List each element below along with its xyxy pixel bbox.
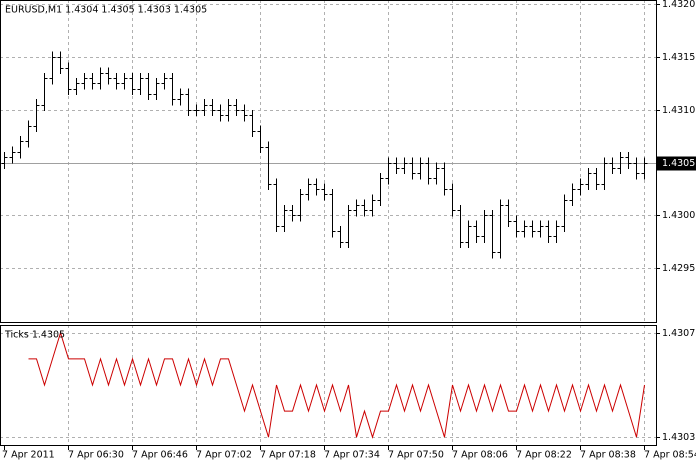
x-tick-label: 7 Apr 08:38 xyxy=(580,450,636,461)
y-tick-label: 1.4307 xyxy=(662,328,695,339)
indicator-title: Ticks 1.4305 xyxy=(4,330,65,341)
x-tick-label: 7 Apr 2011 xyxy=(2,450,55,461)
last-price-label: 1.4305 xyxy=(662,158,695,169)
x-tick-label: 7 Apr 07:02 xyxy=(196,450,252,461)
last-price-box xyxy=(657,156,696,171)
price-frame xyxy=(0,0,657,323)
ticks-line xyxy=(28,331,645,439)
y-tick-label: 1.4295 xyxy=(662,263,695,274)
x-tick-label: 7 Apr 07:18 xyxy=(260,450,316,461)
ticks-frame xyxy=(0,325,657,446)
y-tick-label: 1.4310 xyxy=(662,105,695,116)
chart-title: EURUSD,M1 1.4304 1.4305 1.4303 1.4305 xyxy=(5,5,207,16)
x-tick-label: 7 Apr 07:50 xyxy=(388,450,444,461)
x-tick-label: 7 Apr 06:46 xyxy=(132,450,188,461)
ticks-panel: 1.4307 1.4303 xyxy=(0,325,695,445)
x-tick-label: 7 Apr 07:34 xyxy=(324,450,380,461)
x-tick-label: 7 Apr 08:06 xyxy=(452,450,508,461)
x-tick-label: 7 Apr 06:30 xyxy=(68,450,124,461)
y-tick-label: 1.4320 xyxy=(662,0,695,10)
x-tick-label: 7 Apr 08:22 xyxy=(516,450,572,461)
x-tick-label: 7 Apr 08:54 xyxy=(644,450,696,461)
price-panel: 1.43201.43151.43101.43051.43001.42951.43… xyxy=(0,0,696,322)
y-tick-label: 1.4303 xyxy=(662,432,695,443)
y-tick-label: 1.4315 xyxy=(662,52,695,63)
y-tick-label: 1.4300 xyxy=(662,210,695,221)
